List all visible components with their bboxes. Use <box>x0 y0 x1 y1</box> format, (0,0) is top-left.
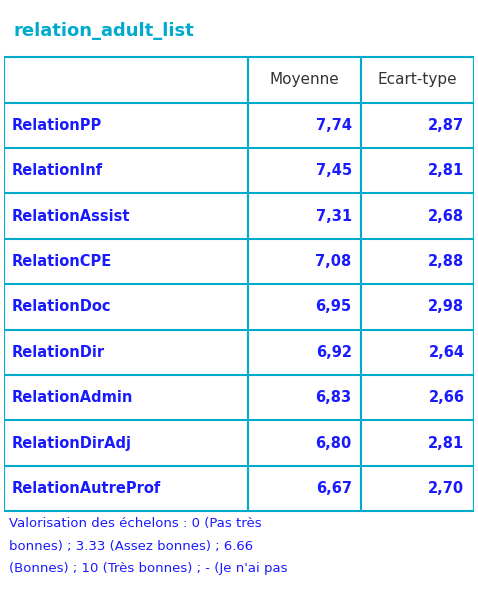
Text: 2,88: 2,88 <box>428 254 465 269</box>
Text: Ecart-type: Ecart-type <box>378 72 457 87</box>
Text: 2,81: 2,81 <box>428 436 465 451</box>
Text: (Bonnes) ; 10 (Très bonnes) ; - (Je n'ai pas: (Bonnes) ; 10 (Très bonnes) ; - (Je n'ai… <box>9 562 287 575</box>
Text: RelationDirAdj: RelationDirAdj <box>11 436 131 451</box>
Text: Moyenne: Moyenne <box>270 72 340 87</box>
Text: 6,92: 6,92 <box>316 345 352 360</box>
Text: 6,67: 6,67 <box>316 481 352 496</box>
Text: relation_adult_list: relation_adult_list <box>13 22 195 40</box>
Text: Valorisation des échelons : 0 (Pas très: Valorisation des échelons : 0 (Pas très <box>9 517 261 530</box>
Text: 7,74: 7,74 <box>316 118 352 133</box>
Text: RelationAutreProf: RelationAutreProf <box>11 481 161 496</box>
Text: 7,08: 7,08 <box>315 254 352 269</box>
Text: RelationDoc: RelationDoc <box>11 300 111 315</box>
Text: 6,83: 6,83 <box>315 390 352 405</box>
Bar <box>4 57 474 511</box>
Text: 2,64: 2,64 <box>428 345 465 360</box>
Text: 2,70: 2,70 <box>428 481 465 496</box>
Text: RelationPP: RelationPP <box>11 118 101 133</box>
Text: 2,81: 2,81 <box>428 163 465 178</box>
Text: RelationCPE: RelationCPE <box>11 254 111 269</box>
Text: 2,87: 2,87 <box>428 118 465 133</box>
Text: 2,68: 2,68 <box>428 209 465 224</box>
Text: 2,66: 2,66 <box>428 390 465 405</box>
Text: RelationInf: RelationInf <box>11 163 102 178</box>
Text: 2,98: 2,98 <box>428 300 465 315</box>
Text: RelationDir: RelationDir <box>11 345 104 360</box>
Text: bonnes) ; 3.33 (Assez bonnes) ; 6.66: bonnes) ; 3.33 (Assez bonnes) ; 6.66 <box>9 539 253 553</box>
Text: 7,31: 7,31 <box>315 209 352 224</box>
Text: 6,95: 6,95 <box>315 300 352 315</box>
Text: 7,45: 7,45 <box>315 163 352 178</box>
Text: RelationAdmin: RelationAdmin <box>11 390 132 405</box>
Text: 6,80: 6,80 <box>315 436 352 451</box>
Text: RelationAssist: RelationAssist <box>11 209 130 224</box>
